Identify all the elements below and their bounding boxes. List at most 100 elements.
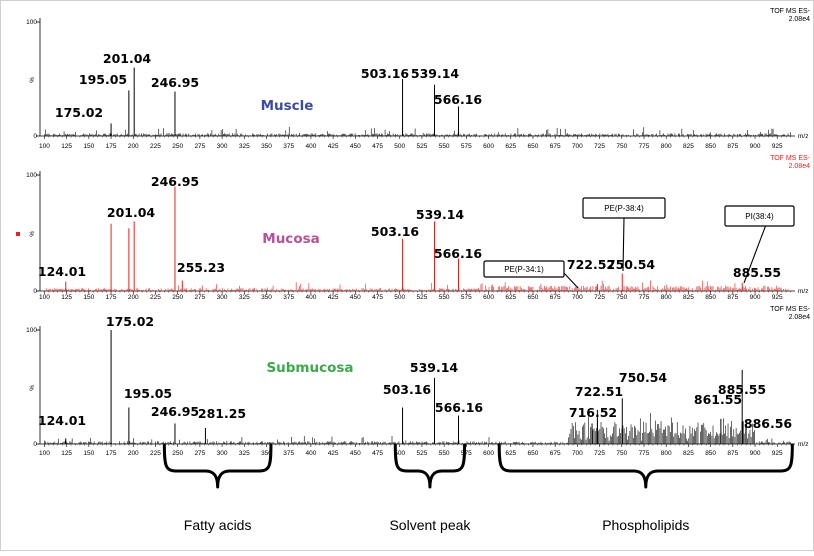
tissue-label-submucosa: Submucosa: [266, 360, 353, 376]
x-tick-label: 175: [106, 450, 117, 457]
x-tick-label: 825: [683, 143, 694, 150]
intensity-scale: 2.08e4: [789, 16, 811, 23]
x-tick-label: 275: [194, 294, 205, 301]
y-tick-label-max: 100: [26, 19, 37, 26]
x-tick-label: 125: [61, 450, 72, 457]
x-tick-label: 100: [39, 450, 50, 457]
peak-label: 246.95: [151, 75, 199, 90]
x-tick-label: 600: [483, 450, 494, 457]
peak-label: 539.14: [410, 360, 459, 375]
peak-label: 750.54: [619, 370, 668, 385]
x-tick-label: 675: [550, 450, 561, 457]
x-tick-label: 800: [661, 294, 672, 301]
x-tick-label: 675: [550, 143, 561, 150]
x-axis-unit: m/z: [798, 133, 808, 140]
x-tick-label: 500: [394, 143, 405, 150]
x-tick-label: 575: [461, 450, 472, 457]
x-tick-label: 775: [639, 450, 650, 457]
x-tick-label: 700: [572, 143, 583, 150]
x-tick-label: 600: [483, 294, 494, 301]
x-tick-label: 300: [217, 450, 228, 457]
x-tick-label: 375: [283, 294, 294, 301]
annotation-pointer: [743, 225, 767, 284]
intensity-scale: 2.08e4: [789, 314, 811, 321]
peak-label: 255.23: [177, 260, 225, 275]
tissue-label-muscle: Muscle: [261, 98, 314, 114]
x-tick-label: 225: [150, 294, 161, 301]
x-tick-label: 625: [505, 294, 516, 301]
curly-brace: [162, 443, 273, 489]
region-phospholipids: Phospholipids: [497, 443, 794, 533]
x-tick-label: 925: [772, 450, 783, 457]
x-tick-label: 100: [39, 143, 50, 150]
x-tick-label: 325: [239, 450, 250, 457]
acquisition-mode: TOF MS ES-: [770, 306, 811, 313]
x-tick-label: 200: [128, 450, 139, 457]
x-tick-label: 875: [727, 143, 738, 150]
peak-label: 886.56: [744, 416, 793, 431]
x-tick-label: 725: [594, 450, 605, 457]
x-tick-label: 775: [639, 143, 650, 150]
peak-label: 566.16: [434, 92, 483, 107]
peak-label: 281.25: [198, 406, 246, 421]
peak-label: 716.52: [569, 405, 617, 420]
x-tick-label: 550: [439, 294, 450, 301]
x-axis-unit: m/z: [798, 288, 808, 295]
peak-label: 722.52: [567, 257, 615, 272]
x-tick-label: 775: [639, 294, 650, 301]
x-tick-label: 150: [83, 450, 94, 457]
x-tick-label: 700: [572, 450, 583, 457]
peak-label: 861.55: [694, 392, 742, 407]
baseline-noise: [44, 280, 791, 291]
x-tick-label: 650: [528, 294, 539, 301]
peak-label: 503.16: [361, 66, 410, 81]
annotation-pointer: [563, 272, 579, 289]
x-tick-label: 800: [661, 143, 672, 150]
x-tick-label: 350: [261, 294, 272, 301]
region-label: Solvent peak: [389, 517, 471, 533]
x-tick-label: 200: [128, 143, 139, 150]
peak-label: 750.54: [607, 257, 656, 272]
x-tick-label: 650: [528, 143, 539, 150]
x-tick-label: 225: [150, 450, 161, 457]
x-tick-label: 750: [616, 143, 627, 150]
x-tick-label: 600: [483, 143, 494, 150]
x-tick-label: 375: [283, 450, 294, 457]
annotation-box: [483, 260, 565, 278]
curly-brace: [393, 443, 467, 489]
x-tick-label: 250: [172, 450, 183, 457]
x-tick-label: 625: [505, 143, 516, 150]
x-tick-label: 150: [83, 143, 94, 150]
x-tick-label: 900: [750, 450, 761, 457]
x-tick-label: 625: [505, 450, 516, 457]
intensity-scale: 2.08e4: [789, 163, 811, 170]
x-tick-label: 825: [683, 294, 694, 301]
x-tick-label: 200: [128, 294, 139, 301]
x-tick-label: 125: [61, 143, 72, 150]
x-axis-unit: m/z: [798, 441, 808, 448]
x-tick-label: 375: [283, 143, 294, 150]
x-tick-label: 575: [461, 143, 472, 150]
tissue-label-mucosa: Mucosa: [262, 231, 319, 247]
x-tick-label: 850: [705, 450, 716, 457]
x-tick-label: 250: [172, 143, 183, 150]
x-tick-label: 725: [594, 294, 605, 301]
peak-label: 885.55: [733, 265, 781, 280]
peak-label: 539.14: [411, 66, 460, 81]
peak-label: 246.95: [151, 404, 199, 419]
x-tick-label: 850: [705, 143, 716, 150]
x-tick-label: 900: [750, 294, 761, 301]
peak-label: 201.04: [103, 51, 152, 66]
x-tick-label: 550: [439, 143, 450, 150]
red-marker: [16, 232, 20, 236]
annotation-text: PE(P-38:4): [604, 204, 644, 213]
x-tick-label: 300: [217, 143, 228, 150]
x-tick-label: 175: [106, 143, 117, 150]
baseline-noise: [44, 413, 791, 444]
peak-label: 566.16: [435, 400, 484, 415]
peak-label: 175.02: [55, 105, 103, 120]
lipid-annotation: PE(P-38:4): [582, 197, 666, 272]
